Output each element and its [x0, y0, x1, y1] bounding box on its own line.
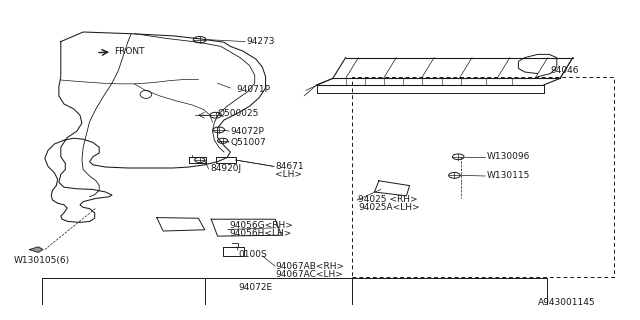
Text: 94025A<LH>: 94025A<LH> — [358, 204, 420, 212]
Text: W130115: W130115 — [486, 172, 530, 180]
Text: Q51007: Q51007 — [230, 138, 266, 147]
Text: 94273: 94273 — [246, 37, 275, 46]
Text: W130105(6): W130105(6) — [14, 256, 70, 265]
Text: 94072P: 94072P — [230, 127, 264, 136]
Text: 94056G<RH>: 94056G<RH> — [229, 221, 293, 230]
Text: 94067AB<RH>: 94067AB<RH> — [275, 262, 344, 271]
Text: 0100S: 0100S — [238, 250, 267, 259]
Polygon shape — [29, 247, 43, 252]
Text: 84920J: 84920J — [210, 164, 241, 173]
Text: FRONT: FRONT — [114, 47, 145, 56]
Text: 94072E: 94072E — [238, 284, 272, 292]
Text: W130096: W130096 — [486, 152, 530, 161]
Text: A943001145: A943001145 — [538, 298, 595, 307]
Text: 94067AC<LH>: 94067AC<LH> — [275, 270, 343, 279]
Text: 94056H<LH>: 94056H<LH> — [229, 229, 291, 238]
Text: 94025 <RH>: 94025 <RH> — [358, 196, 418, 204]
Text: Q500025: Q500025 — [218, 109, 259, 118]
Text: 94071P: 94071P — [237, 85, 271, 94]
Text: <LH>: <LH> — [275, 170, 302, 179]
Text: 84671: 84671 — [275, 162, 304, 171]
Text: 94046: 94046 — [550, 66, 579, 75]
